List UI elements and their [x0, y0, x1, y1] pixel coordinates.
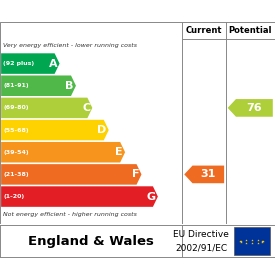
Polygon shape [1, 142, 125, 163]
Text: (92 plus): (92 plus) [3, 61, 34, 66]
Text: (1-20): (1-20) [3, 194, 24, 199]
Text: (81-91): (81-91) [3, 83, 29, 88]
Polygon shape [1, 98, 92, 118]
Text: Energy Efficiency Rating: Energy Efficiency Rating [4, 4, 188, 18]
Polygon shape [1, 120, 109, 140]
Text: A: A [49, 59, 57, 69]
Text: B: B [65, 81, 74, 91]
Text: 2002/91/EC: 2002/91/EC [175, 243, 227, 252]
Text: (69-80): (69-80) [3, 106, 29, 110]
Text: (21-38): (21-38) [3, 172, 29, 177]
Text: 31: 31 [201, 170, 216, 179]
Polygon shape [1, 186, 158, 207]
Text: Not energy efficient - higher running costs: Not energy efficient - higher running co… [3, 212, 137, 217]
Text: England & Wales: England & Wales [28, 235, 154, 248]
Text: Very energy efficient - lower running costs: Very energy efficient - lower running co… [3, 43, 137, 48]
Text: G: G [147, 192, 156, 201]
Text: C: C [82, 103, 90, 113]
Text: D: D [97, 125, 106, 135]
Polygon shape [184, 166, 224, 183]
Text: Current: Current [186, 26, 222, 35]
Text: (55-68): (55-68) [3, 127, 29, 133]
Text: E: E [115, 147, 123, 157]
Text: (39-54): (39-54) [3, 150, 29, 155]
Text: Potential: Potential [229, 26, 272, 35]
Polygon shape [1, 76, 76, 96]
Text: EU Directive: EU Directive [173, 230, 229, 239]
Polygon shape [1, 164, 142, 185]
Polygon shape [228, 99, 273, 117]
Text: 76: 76 [247, 103, 262, 113]
Text: F: F [132, 170, 139, 179]
Polygon shape [1, 53, 60, 74]
FancyBboxPatch shape [234, 227, 270, 255]
